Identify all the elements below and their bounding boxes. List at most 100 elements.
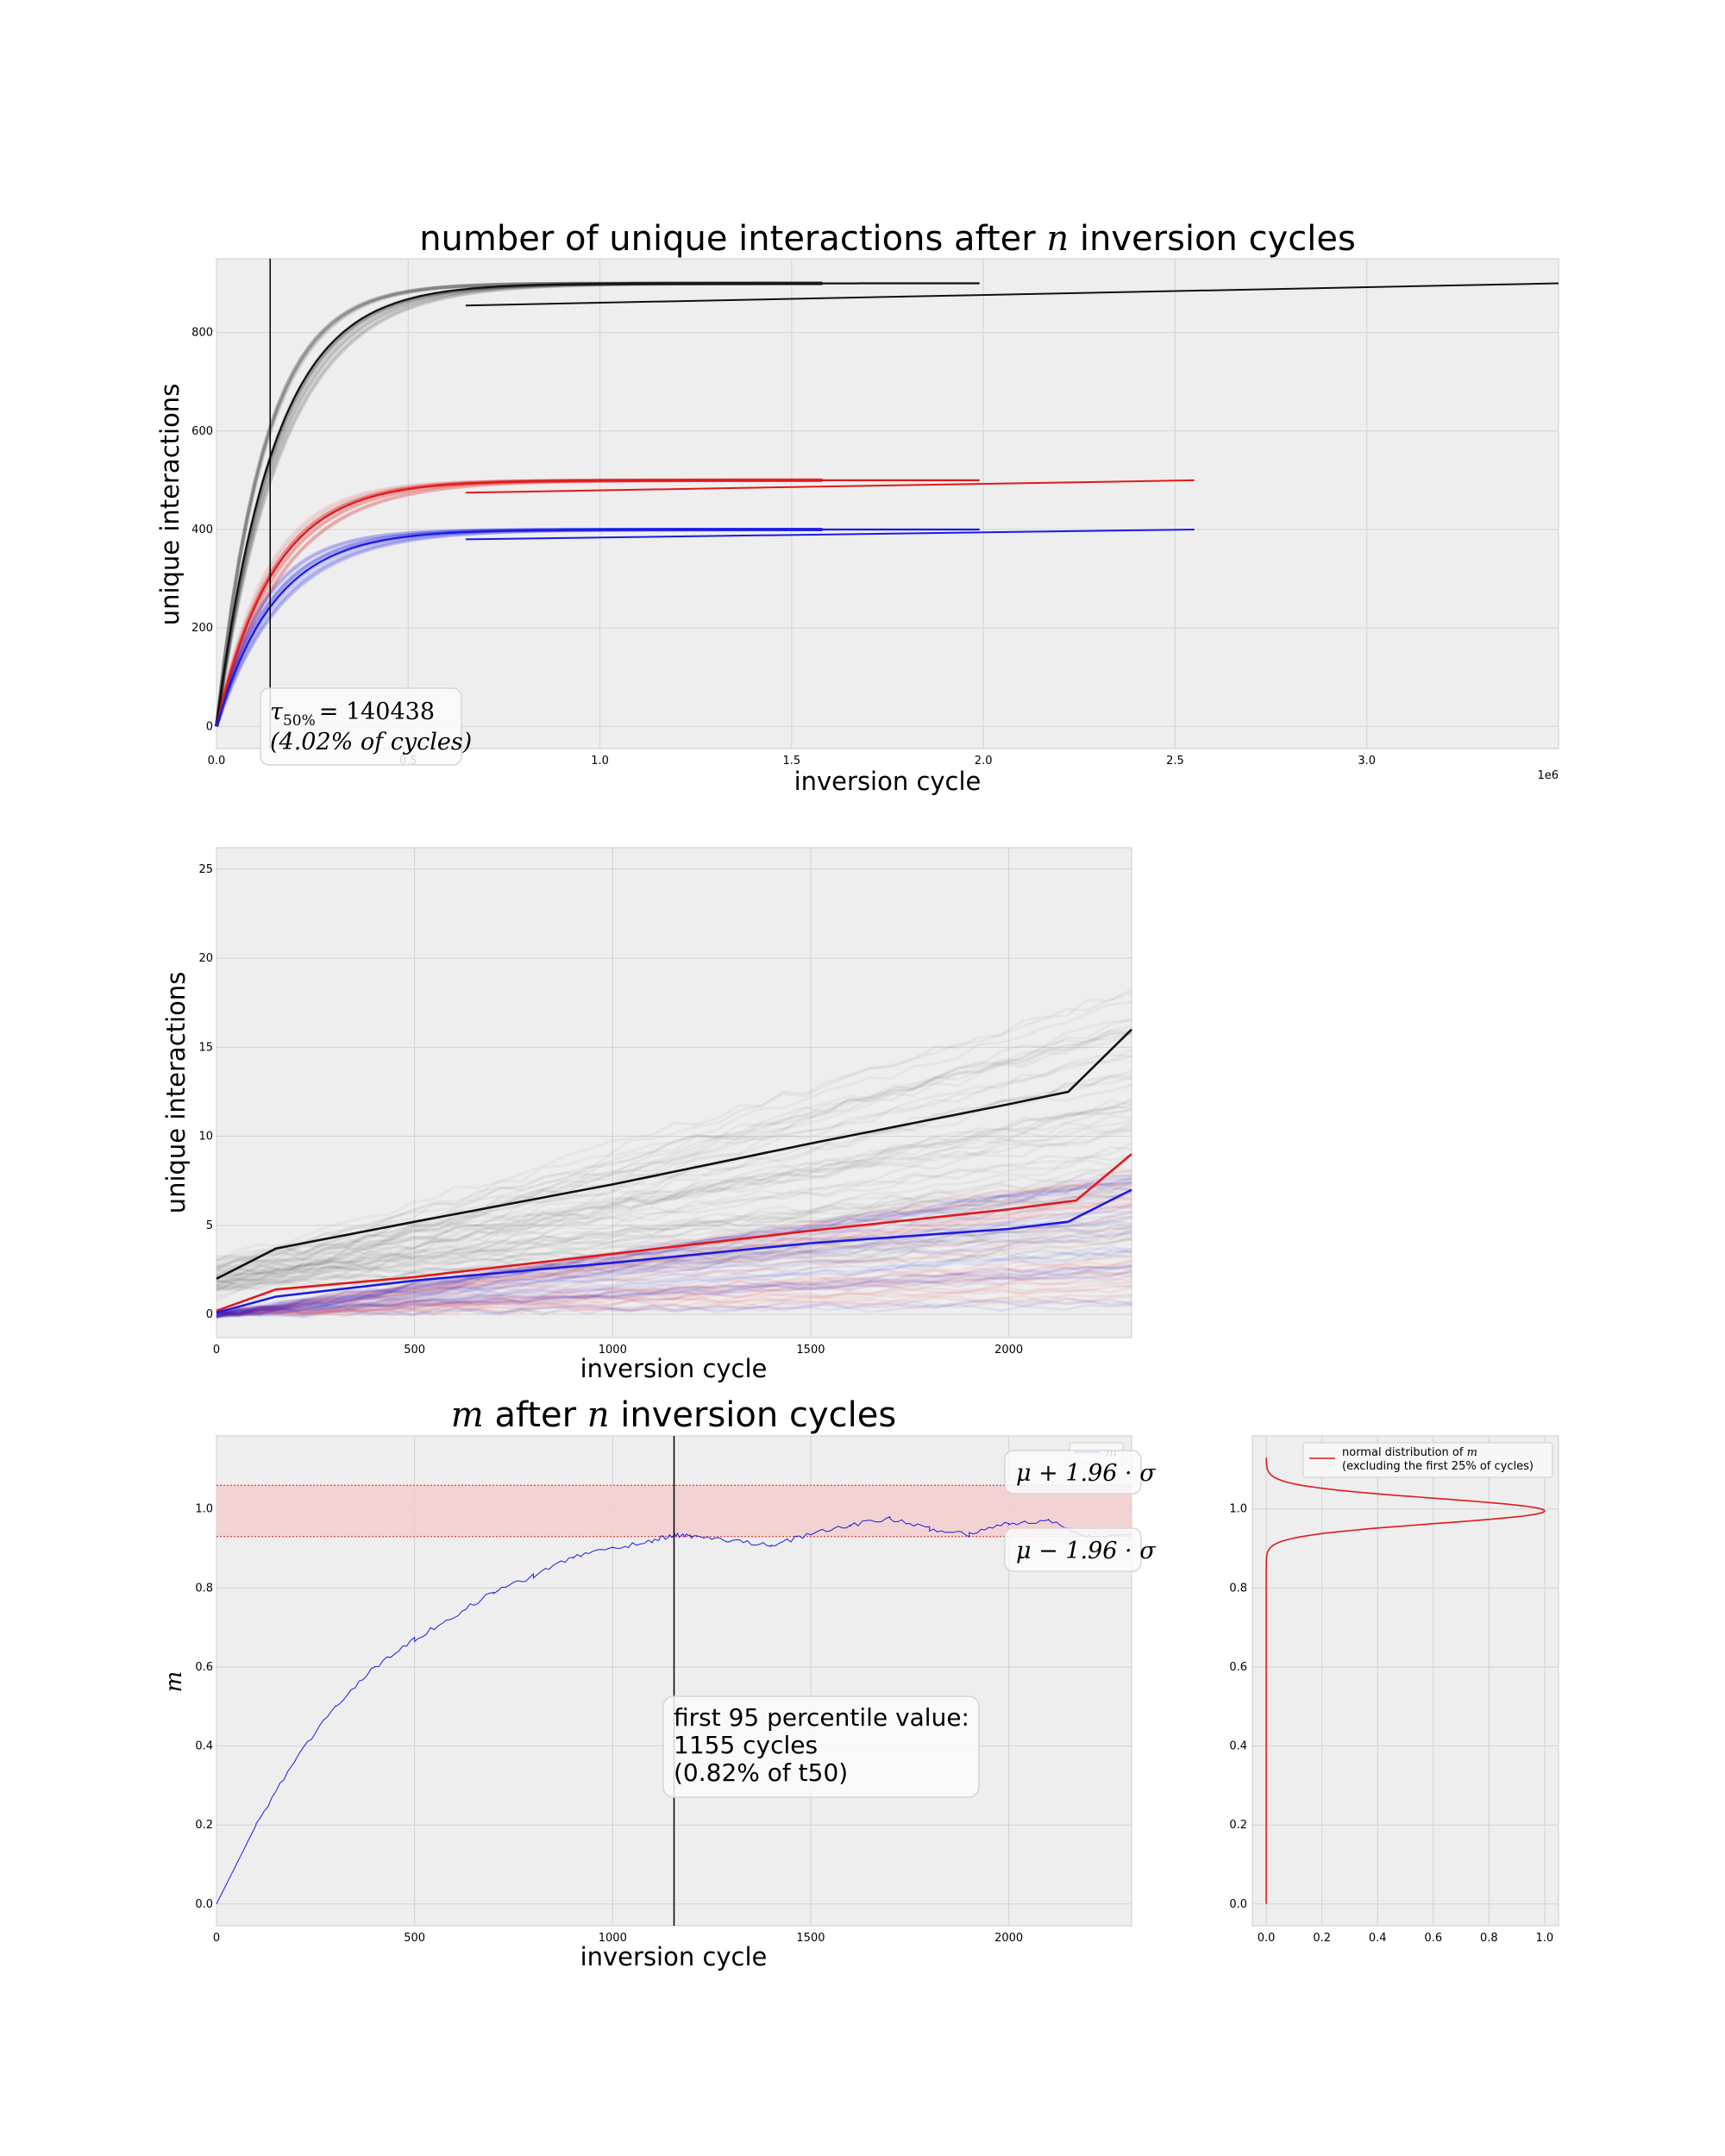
trajectory-line	[216, 1302, 1132, 1319]
x-tick-label: 3.0	[1358, 755, 1376, 768]
y-tick-label: 1.0	[1229, 1503, 1247, 1516]
series-line	[216, 1153, 1132, 1313]
trajectory-line	[216, 1266, 1132, 1319]
series-lines	[1265, 1457, 1546, 1904]
trajectory-line	[216, 1271, 1132, 1315]
y-tick-label: 800	[191, 327, 213, 340]
trajectory-line	[216, 1255, 1132, 1314]
trajectory-line	[216, 1168, 1132, 1288]
series-lines	[216, 1516, 1132, 1905]
trajectory-line	[216, 1194, 1132, 1319]
trajectory-line	[216, 1297, 1132, 1319]
y-tick-label: 200	[191, 622, 213, 635]
trajectory-line	[216, 1177, 1132, 1314]
trajectory-line	[216, 1177, 1132, 1318]
series-line	[215, 282, 980, 727]
svg-text:μ + 1.96 · σ: μ + 1.96 · σ	[1016, 1460, 1157, 1487]
x-ticks: 0 500 1000 1500 2000	[213, 1344, 1023, 1357]
x-tick-label: 2000	[994, 1932, 1023, 1945]
legend: normal distribution of m (excluding the …	[1302, 1442, 1553, 1478]
trajectory-line	[216, 1184, 1132, 1292]
x-ticks: 0.0 0.2 0.4 0.6 0.8 1.0	[1258, 1932, 1553, 1945]
trajectory-line	[216, 1247, 1132, 1319]
y-ticks: 0.0 0.2 0.4 0.6 0.8 1.0	[195, 1503, 213, 1911]
trajectory-line	[216, 1238, 1132, 1318]
y-tick-label: 25	[198, 863, 213, 876]
chart-3: 0 500 1000 1500 2000 0.0 0.2 0.4 0.6 0.8 1.0 m af…	[161, 1395, 1157, 1971]
trajectory-line	[216, 1031, 1132, 1280]
svg-text:(excluding the first 25% of cy: (excluding the first 25% of cycles)	[1342, 1460, 1534, 1473]
trajectory-line	[216, 1191, 1132, 1314]
trajectory-line	[216, 1031, 1132, 1262]
grid	[216, 848, 1132, 1338]
y-axis-label: m	[161, 1671, 187, 1693]
y-tick-label: 5	[206, 1219, 213, 1232]
trajectory-line	[216, 1233, 1132, 1314]
trajectory-line	[216, 1170, 1132, 1317]
trajectory-line	[216, 1219, 1132, 1316]
y-tick-label: 20	[198, 952, 213, 965]
x-tick-label: 1.0	[1536, 1932, 1554, 1945]
trajectory-line	[216, 1181, 1132, 1275]
trajectory-line	[216, 1250, 1132, 1284]
x-tick-label: 1500	[796, 1344, 825, 1357]
y-axis-label: unique interactions	[161, 972, 191, 1214]
trajectory-line	[216, 1300, 1132, 1318]
trajectory-line	[216, 1265, 1132, 1316]
x-tick-label: 0.2	[1313, 1932, 1331, 1945]
trajectory-line	[216, 1173, 1132, 1313]
trajectory-line	[216, 1215, 1132, 1315]
chart-title: m after n inversion cycles	[451, 1395, 896, 1435]
svg-text:μ − 1.96 · σ: μ − 1.96 · σ	[1016, 1538, 1157, 1564]
upper-bound-label: μ + 1.96 · σ	[1004, 1450, 1157, 1495]
tau-annotation: τ50% = 140438 (4.02% of cycles)	[260, 687, 472, 766]
trajectory-line	[216, 1280, 1132, 1316]
trajectory-line	[216, 992, 1132, 1263]
trajectory-line	[216, 1186, 1132, 1278]
trajectory-line	[216, 1142, 1132, 1269]
trajectory-line	[216, 1203, 1132, 1317]
series-line	[216, 1516, 1132, 1905]
trajectory-line	[216, 1125, 1132, 1270]
trajectory-line	[216, 1231, 1132, 1314]
trajectory-bundle	[216, 988, 1132, 1319]
chart-title: number of unique interactions after n in…	[419, 219, 1356, 259]
chart-4: 0.0 0.2 0.4 0.6 0.8 1.0 0.0 0.2 0.4 0.6 0.8 1.0 no…	[1229, 1435, 1559, 1945]
series-line	[1265, 1457, 1546, 1904]
trajectory-line	[216, 1181, 1132, 1287]
x-tick-label: 1.5	[783, 755, 801, 768]
trajectory-line	[216, 1181, 1132, 1319]
x-ticks: 0.00.51.01.52.02.53.0	[208, 755, 1376, 768]
trajectory-line	[216, 1232, 1132, 1291]
svg-text:(0.82% of t50): (0.82% of t50)	[674, 1758, 848, 1787]
trajectory-line	[216, 1100, 1132, 1293]
y-tick-label: 600	[191, 425, 213, 438]
x-tick-label: 0.0	[208, 755, 226, 768]
y-tick-label: 0.4	[1229, 1740, 1247, 1753]
trajectory-line	[216, 1206, 1132, 1316]
trajectory-line	[216, 1269, 1132, 1318]
x-tick-label: 0.6	[1424, 1932, 1442, 1945]
svg-text:first 95 percentile value:: first 95 percentile value:	[674, 1703, 969, 1732]
trajectory-line	[216, 1269, 1132, 1316]
x-tick-label: 1500	[796, 1932, 825, 1945]
x-tick-label: 0.4	[1369, 1932, 1387, 1945]
x-axis-label: inversion cycle	[580, 1354, 768, 1383]
plot-area	[216, 258, 1559, 749]
trajectory-line	[216, 1294, 1132, 1316]
trajectory-line	[216, 1215, 1132, 1315]
trajectory-line	[216, 1146, 1132, 1284]
trajectory-line	[216, 1198, 1132, 1319]
lower-bound-label: μ − 1.96 · σ	[1004, 1527, 1157, 1572]
y-tick-label: 0	[206, 1308, 213, 1321]
trajectory-line	[216, 1030, 1132, 1292]
trajectory-line	[216, 1244, 1132, 1292]
trajectory-line	[216, 1264, 1132, 1319]
trajectory-line	[216, 1186, 1132, 1280]
trajectory-line	[216, 1181, 1132, 1275]
x-tick-label: 1000	[599, 1932, 627, 1945]
trajectory-line	[216, 1258, 1132, 1315]
series-lines	[216, 1028, 1132, 1314]
trajectory-line	[216, 1184, 1132, 1314]
trajectory-line	[216, 1220, 1132, 1276]
